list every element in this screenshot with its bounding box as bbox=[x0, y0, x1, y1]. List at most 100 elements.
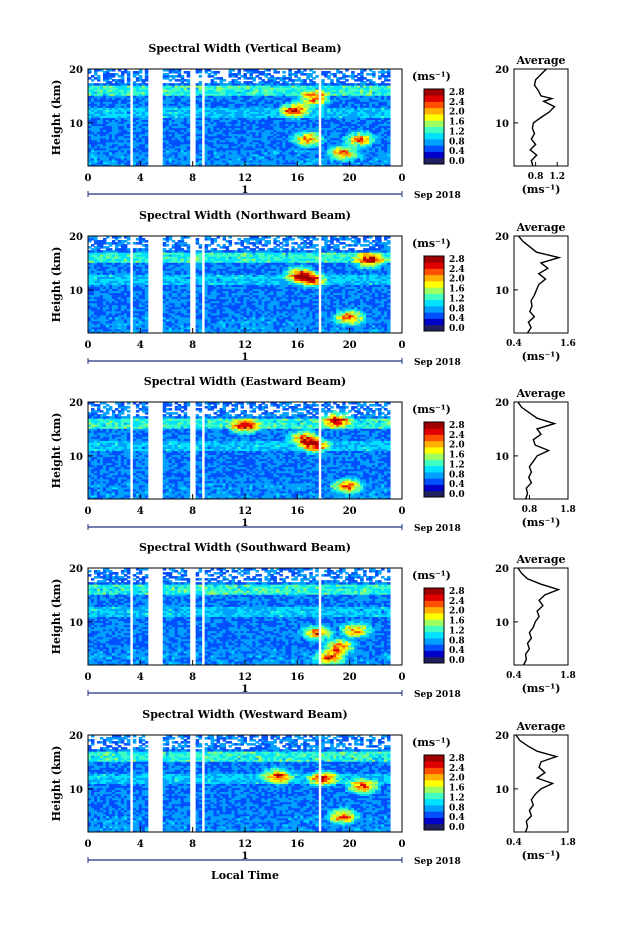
heatmap-cell bbox=[336, 91, 340, 94]
heatmap-cell bbox=[285, 149, 289, 153]
heatmap-cell bbox=[360, 105, 364, 108]
heatmap-cell bbox=[324, 107, 328, 110]
heatmap-cell bbox=[207, 85, 212, 88]
heatmap-cell bbox=[267, 131, 271, 135]
heatmap-cell bbox=[138, 119, 143, 123]
heatmap-cell bbox=[270, 111, 274, 114]
heatmap-cell bbox=[93, 127, 98, 131]
heatmap-cell bbox=[195, 107, 200, 110]
heatmap-cell bbox=[123, 123, 128, 127]
heatmap-cell bbox=[381, 121, 385, 125]
heatmap-cell bbox=[342, 87, 346, 90]
heatmap-cell bbox=[258, 135, 262, 139]
heatmap-cell bbox=[231, 149, 236, 153]
heatmap-cell bbox=[309, 97, 313, 100]
heatmap-cell bbox=[366, 83, 370, 86]
heatmap-cell bbox=[261, 103, 265, 106]
heatmap-cell bbox=[270, 99, 274, 102]
heatmap-cell bbox=[384, 159, 388, 163]
heatmap-cell bbox=[126, 155, 131, 159]
heatmap-cell bbox=[276, 129, 280, 133]
heatmap-cell bbox=[120, 252, 125, 255]
heatmap-cell bbox=[219, 89, 224, 92]
heatmap-cell bbox=[375, 95, 379, 98]
heatmap-cell bbox=[213, 87, 218, 90]
heatmap-cell bbox=[144, 107, 149, 110]
heatmap-cell bbox=[111, 324, 116, 328]
heatmap-cell bbox=[186, 79, 191, 82]
heatmap-cell bbox=[114, 260, 119, 263]
heatmap-cell bbox=[234, 155, 239, 159]
heatmap-cell bbox=[93, 260, 98, 263]
heatmap-cell bbox=[387, 159, 391, 163]
heatmap-cell bbox=[285, 133, 289, 137]
heatmap-cell bbox=[99, 246, 104, 249]
heatmap-cell bbox=[105, 282, 110, 285]
heatmap-cell bbox=[120, 302, 125, 306]
heatmap-cell bbox=[345, 83, 349, 86]
heatmap-cell bbox=[375, 109, 379, 112]
heatmap-cell bbox=[88, 141, 92, 145]
heatmap-cell bbox=[240, 149, 244, 153]
heatmap-cell bbox=[168, 105, 173, 108]
heatmap-cell bbox=[93, 159, 98, 163]
heatmap-cell bbox=[294, 101, 298, 104]
heatmap-cell bbox=[219, 77, 224, 80]
heatmap-cell bbox=[186, 127, 191, 131]
heatmap-cell bbox=[342, 101, 346, 104]
heatmap-cell bbox=[93, 266, 98, 269]
heatmap-cell bbox=[222, 79, 227, 82]
heatmap-cell bbox=[213, 157, 218, 161]
heatmap-cell bbox=[123, 151, 128, 155]
heatmap-cell bbox=[309, 157, 313, 161]
heatmap-cell bbox=[204, 153, 209, 157]
heatmap-cell bbox=[306, 123, 310, 127]
heatmap-cell bbox=[348, 135, 352, 139]
heatmap-cell bbox=[180, 119, 185, 123]
heatmap-cell bbox=[96, 79, 101, 82]
heatmap-cell bbox=[88, 127, 92, 131]
heatmap-cell bbox=[363, 69, 367, 72]
colorbar-tick-label: 0.0 bbox=[449, 157, 465, 167]
heatmap-cell bbox=[168, 69, 173, 72]
heatmap-cell bbox=[195, 155, 200, 159]
heatmap-cell bbox=[132, 85, 137, 88]
heatmap-cell bbox=[276, 121, 280, 125]
heatmap-cell bbox=[378, 121, 382, 125]
heatmap-cell bbox=[219, 121, 224, 125]
heatmap-cell bbox=[324, 135, 328, 139]
heatmap-cell bbox=[105, 242, 110, 245]
heatmap-cell bbox=[228, 135, 233, 139]
heatmap-cell bbox=[132, 127, 137, 131]
heatmap-cell bbox=[165, 123, 170, 127]
heatmap-cell bbox=[333, 75, 337, 78]
heatmap-cell bbox=[330, 101, 334, 104]
heatmap-cell bbox=[270, 83, 274, 86]
heatmap-cell bbox=[165, 87, 170, 90]
heatmap-cell bbox=[120, 268, 125, 271]
heatmap-cell bbox=[267, 73, 271, 76]
heatmap-cell bbox=[252, 99, 256, 102]
heatmap-cell bbox=[294, 137, 298, 141]
heatmap-cell bbox=[381, 145, 385, 149]
heatmap-cell bbox=[177, 85, 182, 88]
heatmap-cell bbox=[306, 131, 310, 135]
heatmap-cell bbox=[111, 266, 116, 269]
heatmap-cell bbox=[120, 85, 125, 88]
heatmap-cell bbox=[237, 163, 242, 167]
heatmap-cell bbox=[369, 145, 373, 149]
heatmap-cell bbox=[93, 149, 98, 153]
heatmap-cell bbox=[255, 145, 259, 149]
heatmap-cell bbox=[120, 153, 125, 157]
heatmap-cell bbox=[387, 87, 391, 90]
heatmap-cell bbox=[330, 127, 334, 131]
heatmap-cell bbox=[351, 119, 355, 123]
heatmap-cell bbox=[381, 115, 385, 118]
heatmap-cell bbox=[354, 111, 358, 114]
heatmap-cell bbox=[165, 95, 170, 98]
heatmap-cell bbox=[165, 93, 170, 96]
heatmap-cell bbox=[231, 105, 236, 108]
heatmap-cell bbox=[138, 97, 143, 100]
heatmap-cell bbox=[276, 109, 280, 112]
heatmap-cell bbox=[324, 109, 328, 112]
